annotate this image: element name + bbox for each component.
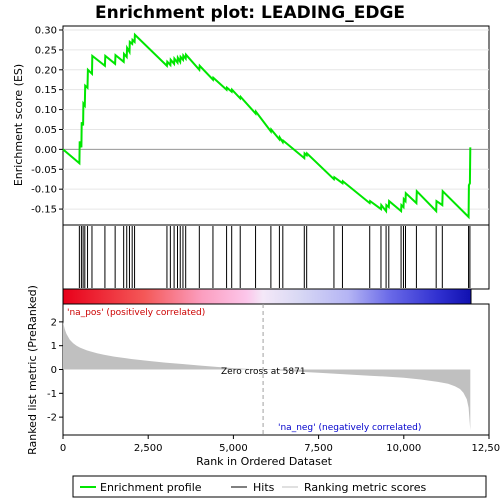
- es-y-ticks: 0.30 0.25 0.20 0.15 0.10 0.05 0.00 -0.05 -0.10 -0…: [31, 25, 63, 216]
- legend: Enrichment profile Hits Ranking metric s…: [72, 475, 487, 498]
- x-tick-label: 5,000: [219, 443, 248, 454]
- es-y-tick-label: 0.30: [35, 25, 57, 36]
- metric-y-tick-label: -2: [47, 413, 57, 424]
- es-y-tick-label: 0.10: [35, 105, 57, 116]
- metric-y-tick-label: 0: [51, 365, 57, 376]
- x-tick-label: 2,500: [134, 443, 163, 454]
- legend-profile-label: Enrichment profile: [100, 481, 202, 494]
- metric-panel: 2 1 0 -1 -2 'na_pos' (positively correlated)…: [26, 285, 490, 455]
- positive-label: 'na_pos' (positively correlated): [67, 308, 205, 318]
- ranking-metric-area: [63, 321, 471, 431]
- es-y-tick-label: 0.25: [35, 45, 57, 56]
- es-y-tick-label: -0.15: [31, 205, 57, 216]
- x-tick-label: 7,500: [304, 443, 333, 454]
- es-panel: 0.30 0.25 0.20 0.15 0.10 0.05 0.00 -0.05 -0.10 -0…: [12, 25, 490, 226]
- es-y-tick-label: 0.15: [35, 85, 57, 96]
- x-axis-ticks: 0 2,500 5,000 7,500 10,000 12,500: [60, 435, 500, 454]
- metric-y-axis-label: Ranked list metric (PreRanked): [26, 285, 39, 455]
- metric-y-ticks: 2 1 0 -1 -2: [47, 317, 63, 424]
- x-tick-label: 10,000: [386, 443, 421, 454]
- ranking-gradient: [62, 288, 472, 305]
- enrichment-profile-line: [62, 32, 472, 220]
- es-y-tick-label: 0.20: [35, 65, 57, 76]
- metric-y-tick-label: 1: [51, 341, 57, 352]
- es-y-tick-label: 0.05: [35, 125, 57, 136]
- hit-markers: [78, 226, 471, 288]
- metric-y-tick-label: 2: [51, 317, 57, 328]
- es-y-tick-label: -0.05: [31, 165, 57, 176]
- hits-panel: [62, 224, 490, 290]
- x-axis-label: Rank in Ordered Dataset: [196, 455, 333, 468]
- es-y-tick-label: 0.00: [35, 145, 57, 156]
- ranking-color-bar: [62, 288, 472, 305]
- zero-cross-label: Zero cross at 5871: [221, 367, 306, 377]
- legend-metric-label: Ranking metric scores: [304, 481, 426, 494]
- x-tick-label: 0: [60, 443, 66, 454]
- legend-hits-label: Hits: [253, 481, 275, 494]
- chart-title: Enrichment plot: LEADING_EDGE: [95, 3, 405, 23]
- legend-box: [72, 475, 487, 498]
- metric-y-tick-label: -1: [47, 389, 57, 400]
- x-tick-label: 12,500: [472, 443, 500, 454]
- es-y-axis-label: Enrichment score (ES): [12, 64, 25, 186]
- negative-label: 'na_neg' (negatively correlated): [278, 423, 421, 433]
- es-y-tick-label: -0.10: [31, 185, 57, 196]
